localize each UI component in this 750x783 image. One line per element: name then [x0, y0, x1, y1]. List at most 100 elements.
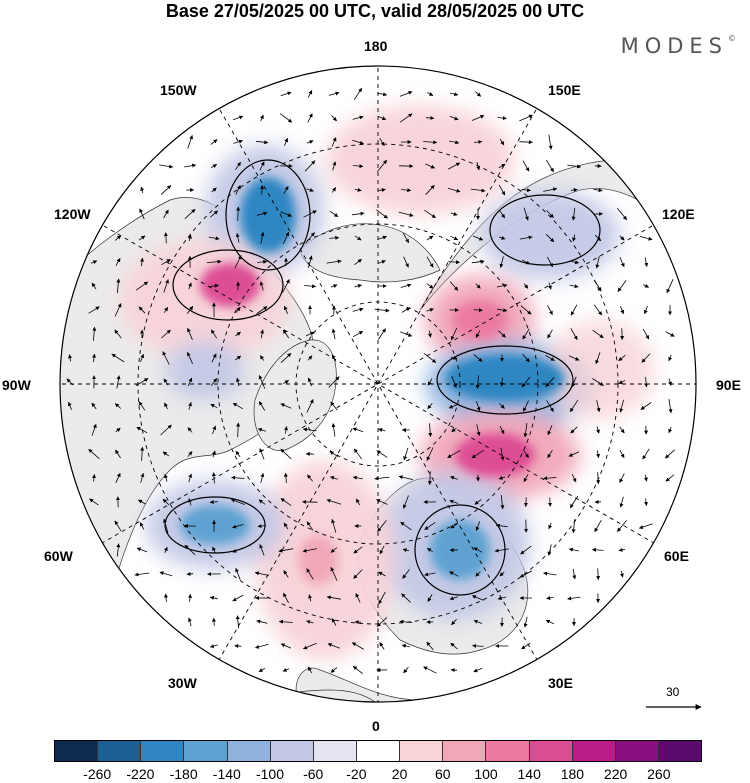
wind-vector	[114, 520, 122, 532]
wind-vector	[235, 233, 240, 243]
wind-vector	[470, 188, 486, 193]
wind-vector	[230, 498, 245, 505]
wind-vector	[548, 522, 553, 530]
wind-vector	[330, 667, 338, 673]
wind-vector	[569, 260, 580, 265]
wind-vector	[163, 306, 169, 313]
wind-vector	[618, 379, 626, 385]
wind-vector	[303, 210, 317, 218]
wind-vector	[543, 187, 558, 192]
wind-vector	[523, 207, 529, 221]
colorbar-segment	[529, 741, 573, 761]
wind-vector	[472, 235, 484, 241]
wind-vector	[427, 330, 432, 338]
wind-vector	[639, 236, 653, 241]
colorbar-segment	[400, 741, 444, 761]
wind-vector	[473, 354, 483, 362]
colorbar-tick-label: -100	[255, 766, 285, 782]
wind-vector	[330, 547, 338, 553]
wind-vector	[211, 187, 217, 193]
colorbar-tick-label: 140	[517, 766, 541, 782]
wind-vector	[188, 593, 193, 602]
wind-vector	[235, 615, 240, 629]
polar-map	[59, 65, 702, 710]
colorbar-tick-label: -60	[303, 766, 324, 782]
wind-vector	[520, 305, 532, 315]
wind-vector	[547, 256, 553, 268]
wind-vector	[426, 235, 434, 241]
wind-vector	[475, 283, 481, 289]
lon-label-90w: 90W	[2, 377, 31, 393]
wind-vector	[280, 211, 292, 217]
lon-label-120w: 120W	[54, 206, 91, 222]
wind-vector	[352, 475, 363, 480]
wind-vector	[283, 570, 289, 578]
colorbar-segment	[615, 741, 659, 761]
wind-vectors	[66, 87, 675, 675]
wind-vector	[354, 258, 362, 266]
wind-vector	[260, 472, 265, 483]
wind-vector	[449, 596, 459, 601]
wind-vector	[376, 450, 388, 458]
lon-label-180: 180	[364, 38, 388, 54]
core-east-atlantic-high	[298, 535, 338, 585]
wind-vector	[256, 306, 268, 314]
wind-vector	[257, 427, 266, 432]
wind-vector	[547, 544, 552, 556]
wind-vector	[572, 234, 576, 242]
wind-vector	[282, 279, 290, 293]
wind-vector	[450, 642, 458, 650]
wind-vector	[641, 353, 651, 363]
wind-vector	[427, 471, 432, 486]
wind-vector	[212, 425, 217, 435]
wind-vector	[519, 140, 533, 145]
wind-vector	[519, 235, 533, 240]
wind-vector	[427, 402, 433, 410]
wind-vector	[353, 569, 363, 579]
wind-vector	[331, 618, 337, 626]
wind-vector	[522, 353, 530, 363]
wind-vector	[379, 545, 385, 555]
wind-vector	[331, 328, 336, 340]
wind-vector	[283, 305, 288, 314]
colorbar-labels: -260 -220 -180 -140 -100 -60 -20 20 60 100 140 180 2…	[54, 766, 702, 782]
wind-vector	[523, 497, 528, 507]
colorbar-segment	[55, 741, 99, 761]
wind-vector	[546, 596, 554, 600]
wind-vector	[520, 545, 532, 555]
wind-vector	[571, 473, 577, 483]
core-pacific-low	[240, 177, 296, 253]
wind-vector	[352, 115, 364, 120]
wind-vector	[134, 572, 150, 577]
wind-vector	[164, 402, 168, 410]
wind-vector	[548, 282, 552, 290]
wind-vector	[210, 403, 218, 409]
wind-vector	[353, 87, 363, 101]
wind-vector	[302, 427, 317, 432]
wind-vector	[233, 139, 243, 144]
wind-vector	[211, 353, 217, 363]
wind-vector	[235, 331, 241, 337]
lon-label-60w: 60W	[44, 548, 73, 564]
logo-mark: ©	[728, 34, 736, 43]
wind-vector	[163, 232, 168, 244]
wind-vector	[447, 187, 461, 193]
colorbar-tick-label: -180	[169, 766, 198, 782]
wind-vector	[592, 329, 604, 339]
wind-vector	[400, 283, 412, 288]
wind-vector	[569, 495, 579, 509]
wind-vector	[307, 666, 313, 674]
contour-alaska-high	[172, 249, 284, 321]
wind-vector	[596, 568, 601, 581]
wind-vector	[592, 547, 604, 552]
wind-vector	[235, 306, 241, 314]
wind-vector	[164, 473, 168, 482]
wind-vector	[308, 594, 312, 602]
wind-vector	[187, 234, 192, 242]
wind-vector	[163, 546, 168, 553]
wind-vector	[449, 571, 459, 577]
wind-vector	[523, 422, 528, 438]
wind-vector	[187, 351, 193, 364]
contour-europe-low	[414, 504, 506, 596]
wind-vector	[376, 159, 388, 173]
